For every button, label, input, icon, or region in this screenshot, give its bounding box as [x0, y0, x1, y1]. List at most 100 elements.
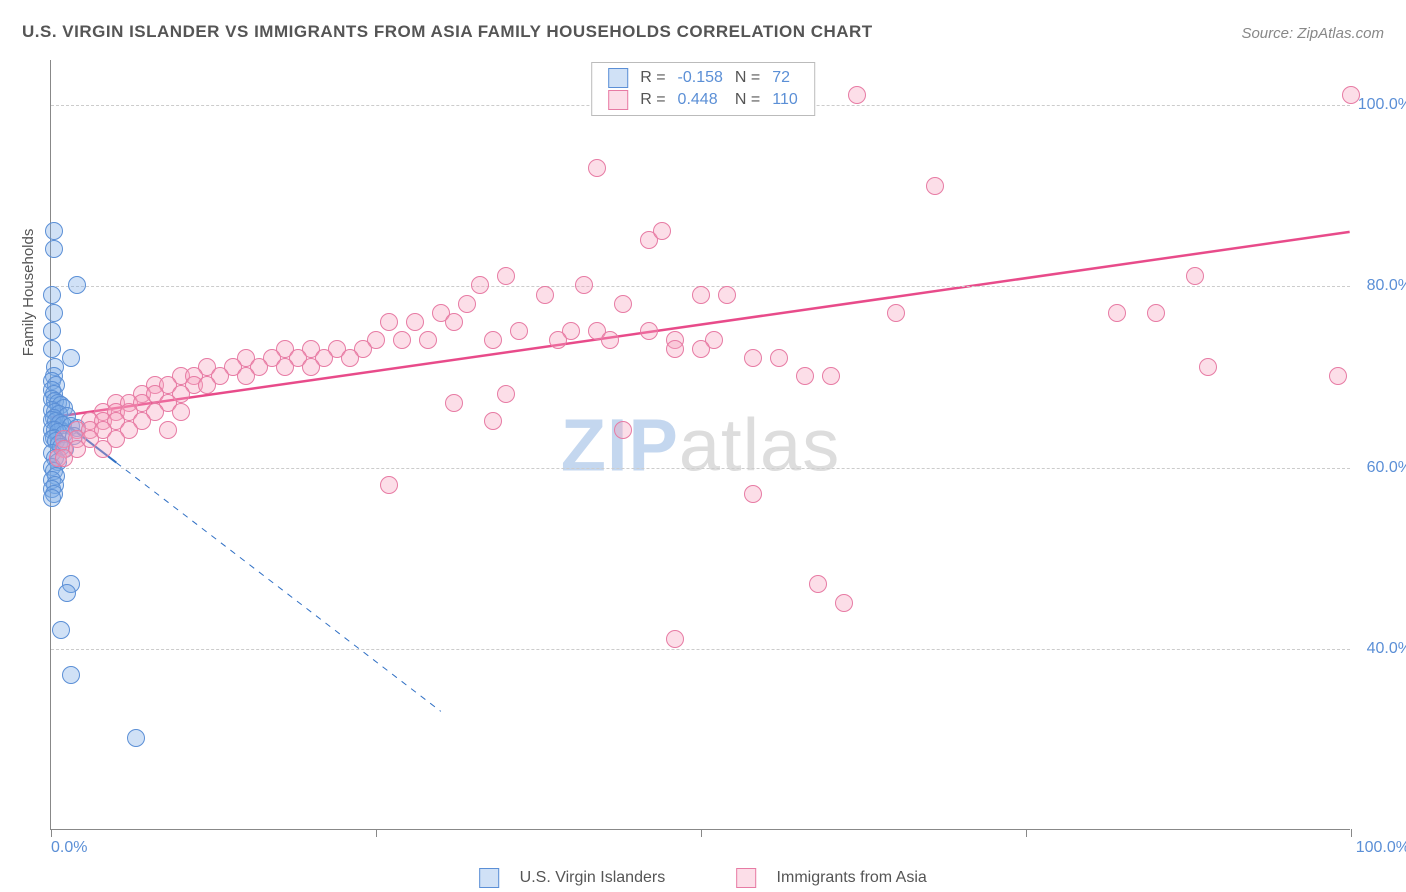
- data-point-asia: [653, 222, 671, 240]
- data-point-asia: [445, 394, 463, 412]
- r-label: R =: [634, 67, 671, 89]
- y-tick-label: 40.0%: [1367, 640, 1406, 658]
- data-point-usvi: [62, 349, 80, 367]
- data-point-asia: [692, 340, 710, 358]
- legend-swatch-asia: [736, 868, 756, 888]
- data-point-asia: [172, 403, 190, 421]
- n-value-usvi: 72: [766, 67, 804, 89]
- r-label: R =: [634, 89, 671, 111]
- data-point-asia: [406, 313, 424, 331]
- data-point-asia: [484, 331, 502, 349]
- data-point-asia: [497, 385, 515, 403]
- legend-swatch-asia: [608, 90, 628, 110]
- watermark-zip: ZIP: [561, 403, 679, 486]
- data-point-asia: [601, 331, 619, 349]
- n-label: N =: [729, 67, 766, 89]
- data-point-usvi: [45, 304, 63, 322]
- data-point-asia: [835, 594, 853, 612]
- y-axis-label: Family Households: [20, 229, 37, 357]
- data-point-asia: [770, 349, 788, 367]
- data-point-usvi: [43, 489, 61, 507]
- legend-row-asia: R = 0.448 N = 110: [602, 89, 804, 111]
- data-point-asia: [510, 322, 528, 340]
- data-point-asia: [1329, 367, 1347, 385]
- y-tick-label: 60.0%: [1367, 459, 1406, 477]
- gridline-h: [51, 468, 1350, 469]
- data-point-asia: [276, 358, 294, 376]
- data-point-asia: [666, 340, 684, 358]
- data-point-usvi: [58, 584, 76, 602]
- data-point-asia: [1108, 304, 1126, 322]
- data-point-asia: [887, 304, 905, 322]
- legend-row-usvi: R = -0.158 N = 72: [602, 67, 804, 89]
- trend-lines: [51, 60, 1350, 829]
- x-tick-label-start: 0.0%: [51, 839, 87, 857]
- y-tick-label: 100.0%: [1358, 96, 1406, 114]
- data-point-asia: [445, 313, 463, 331]
- x-tick-mark: [1026, 829, 1027, 837]
- n-value-asia: 110: [766, 89, 804, 111]
- data-point-asia: [1147, 304, 1165, 322]
- data-point-asia: [666, 630, 684, 648]
- source-label: Source: ZipAtlas.com: [1241, 25, 1384, 42]
- r-value-asia: 0.448: [672, 89, 729, 111]
- data-point-asia: [718, 286, 736, 304]
- data-point-asia: [380, 313, 398, 331]
- chart-title: U.S. VIRGIN ISLANDER VS IMMIGRANTS FROM …: [22, 22, 873, 42]
- watermark: ZIPatlas: [561, 402, 840, 487]
- data-point-asia: [55, 449, 73, 467]
- data-point-asia: [393, 331, 411, 349]
- legend-label-asia: Immigrants from Asia: [777, 869, 927, 886]
- n-label: N =: [729, 89, 766, 111]
- data-point-asia: [1199, 358, 1217, 376]
- data-point-asia: [1342, 86, 1360, 104]
- data-point-asia: [640, 322, 658, 340]
- watermark-atlas: atlas: [679, 403, 840, 486]
- data-point-asia: [237, 367, 255, 385]
- data-point-asia: [536, 286, 554, 304]
- y-tick-label: 80.0%: [1367, 277, 1406, 295]
- data-point-asia: [575, 276, 593, 294]
- x-tick-label-end: 100.0%: [1356, 839, 1406, 857]
- data-point-usvi: [62, 666, 80, 684]
- data-point-asia: [848, 86, 866, 104]
- chart-container: U.S. VIRGIN ISLANDER VS IMMIGRANTS FROM …: [0, 0, 1406, 892]
- plot-area: ZIPatlas 40.0%60.0%80.0%100.0%0.0%100.0%: [50, 60, 1350, 830]
- x-tick-mark: [1351, 829, 1352, 837]
- data-point-asia: [471, 276, 489, 294]
- legend-series: U.S. Virgin Islanders Immigrants from As…: [471, 868, 935, 888]
- data-point-asia: [341, 349, 359, 367]
- data-point-asia: [458, 295, 476, 313]
- data-point-asia: [744, 349, 762, 367]
- x-tick-mark: [701, 829, 702, 837]
- legend-swatch-usvi: [608, 68, 628, 88]
- data-point-asia: [484, 412, 502, 430]
- data-point-usvi: [52, 621, 70, 639]
- data-point-asia: [692, 286, 710, 304]
- x-tick-mark: [51, 829, 52, 837]
- data-point-asia: [302, 358, 320, 376]
- data-point-usvi: [43, 286, 61, 304]
- data-point-asia: [159, 421, 177, 439]
- data-point-usvi: [45, 240, 63, 258]
- legend-label-usvi: U.S. Virgin Islanders: [520, 869, 666, 886]
- data-point-usvi: [68, 276, 86, 294]
- x-tick-mark: [376, 829, 377, 837]
- data-point-asia: [614, 295, 632, 313]
- data-point-asia: [380, 476, 398, 494]
- data-point-asia: [822, 367, 840, 385]
- data-point-asia: [1186, 267, 1204, 285]
- data-point-asia: [926, 177, 944, 195]
- data-point-asia: [198, 376, 216, 394]
- data-point-asia: [94, 440, 112, 458]
- data-point-asia: [419, 331, 437, 349]
- legend-swatch-usvi: [479, 868, 499, 888]
- data-point-usvi: [43, 322, 61, 340]
- data-point-asia: [809, 575, 827, 593]
- legend-stats: R = -0.158 N = 72 R = 0.448 N = 110: [591, 62, 815, 116]
- data-point-usvi: [43, 340, 61, 358]
- r-value-usvi: -0.158: [672, 67, 729, 89]
- data-point-asia: [497, 267, 515, 285]
- data-point-asia: [614, 421, 632, 439]
- data-point-asia: [588, 159, 606, 177]
